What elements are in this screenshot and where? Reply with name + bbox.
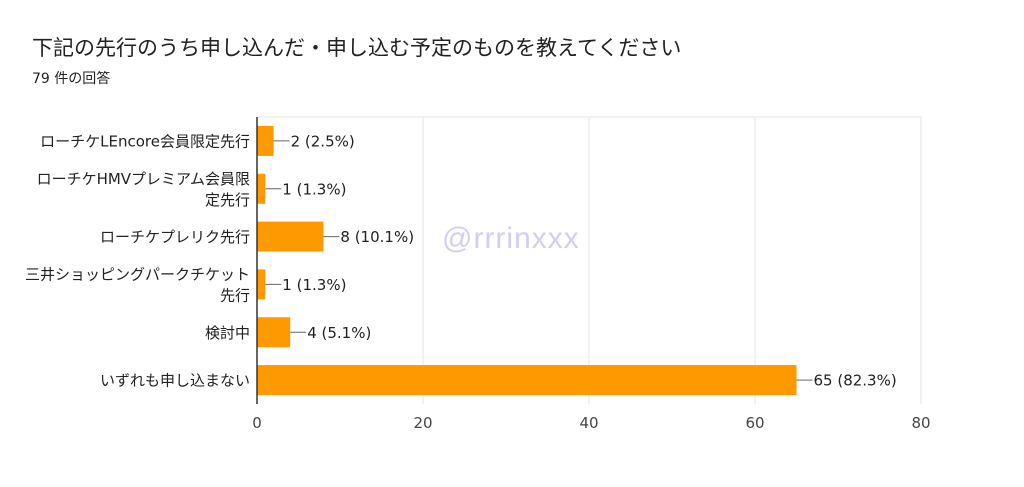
bar (257, 269, 266, 300)
data-label: 1 (1.3%) (282, 276, 346, 294)
watermark: @rrrinxxx (442, 222, 580, 255)
bar (257, 365, 797, 396)
category-label: ローチケプレリク先行 (100, 228, 250, 246)
response-count: 79 件の回答 (32, 71, 111, 87)
x-tick-label: 60 (745, 414, 764, 432)
category-label: ローチケLEncore会員限定先行 (40, 132, 250, 150)
category-label: 定先行 (205, 191, 250, 209)
x-tick-label: 20 (413, 414, 432, 432)
bar (257, 125, 274, 156)
category-label: 三井ショッピングパークチケット (25, 265, 250, 283)
x-tick-label: 40 (579, 414, 598, 432)
chart-title: 下記の先行のうち申し込んだ・申し込む予定のものを教えてください (32, 36, 682, 60)
bar (257, 173, 266, 204)
category-label: 検討中 (205, 324, 250, 342)
x-tick-label: 80 (911, 414, 930, 432)
data-label: 65 (82.3%) (814, 372, 897, 390)
bar (257, 221, 324, 252)
category-label: 先行 (220, 286, 250, 304)
bar (257, 317, 291, 348)
category-label: ローチケHMVプレミアム会員限 (37, 170, 250, 188)
category-label: いずれも申し込まない (100, 372, 250, 390)
data-label: 2 (2.5%) (291, 132, 355, 150)
data-label: 8 (10.1%) (340, 228, 414, 246)
data-label: 4 (5.1%) (307, 324, 371, 342)
data-label: 1 (1.3%) (282, 180, 346, 198)
x-tick-label: 0 (252, 414, 262, 432)
